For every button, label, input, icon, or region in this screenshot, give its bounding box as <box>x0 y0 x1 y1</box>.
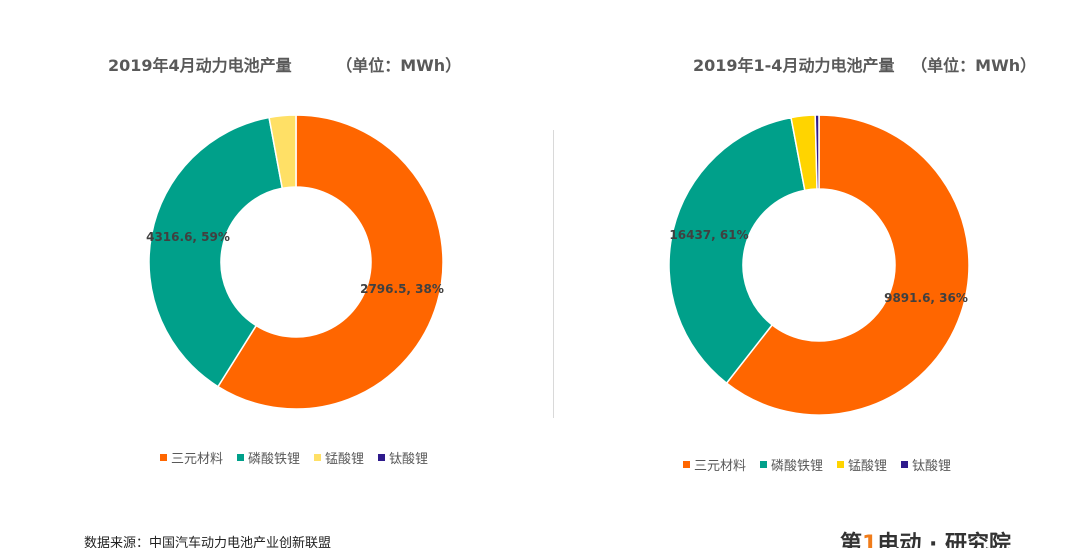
legend-swatch <box>237 454 245 461</box>
legend-item: 钛酸锂 <box>378 448 428 467</box>
slice-0-0 <box>216 114 444 410</box>
legend-item: 磷酸铁锂 <box>760 455 823 474</box>
legend-label: 三元材料 <box>694 459 747 474</box>
logo: 第1电动 · 研究院 <box>840 532 1012 548</box>
data-source: 数据来源：中国汽车动力电池产业创新联盟 <box>84 536 332 548</box>
legend-swatch <box>683 461 690 468</box>
legend-label: 锰酸锂 <box>848 459 888 474</box>
legend-item: 锰酸锂 <box>314 448 364 467</box>
right-chart-title: 2019年1-4月动力电池产量 （单位：MWh） <box>693 56 1037 75</box>
slice-1-0 <box>725 114 970 416</box>
legend-item: 三元材料 <box>160 448 223 467</box>
legend-label: 钛酸锂 <box>912 459 952 474</box>
right-legend: 三元材料 磷酸铁锂 锰酸锂 钛酸锂 <box>683 455 951 474</box>
legend-label: 磷酸铁锂 <box>771 459 824 474</box>
legend-label: 磷酸铁锂 <box>248 452 301 467</box>
legend-item: 锰酸锂 <box>837 455 887 474</box>
legend-swatch <box>378 454 386 461</box>
data-label-0-1: 2796.5, 38% <box>360 282 444 296</box>
legend-label: 钛酸锂 <box>389 452 429 467</box>
data-label-0-0: 4316.6, 59% <box>146 230 230 244</box>
divider <box>553 130 554 418</box>
slice-1-1 <box>668 116 806 385</box>
slice-1-3 <box>814 114 820 190</box>
legend-swatch <box>160 454 167 461</box>
legend-swatch <box>837 461 845 468</box>
legend-swatch <box>901 461 909 468</box>
data-label-1-0: 16437, 61% <box>669 228 748 242</box>
slice-0-2 <box>268 114 297 190</box>
left-chart-title: 2019年4月动力电池产量 （单位：MWh） <box>108 56 462 75</box>
legend-item: 钛酸锂 <box>901 455 951 474</box>
legend-item: 磷酸铁锂 <box>237 448 300 467</box>
slice-0-1 <box>148 116 284 388</box>
legend-item: 三元材料 <box>683 455 746 474</box>
legend-label: 三元材料 <box>171 452 224 467</box>
legend-label: 锰酸锂 <box>325 452 365 467</box>
legend-swatch <box>314 454 322 461</box>
legend-swatch <box>760 461 768 468</box>
left-legend: 三元材料 磷酸铁锂 锰酸锂 钛酸锂 <box>160 448 428 467</box>
data-label-1-1: 9891.6, 36% <box>884 291 968 305</box>
